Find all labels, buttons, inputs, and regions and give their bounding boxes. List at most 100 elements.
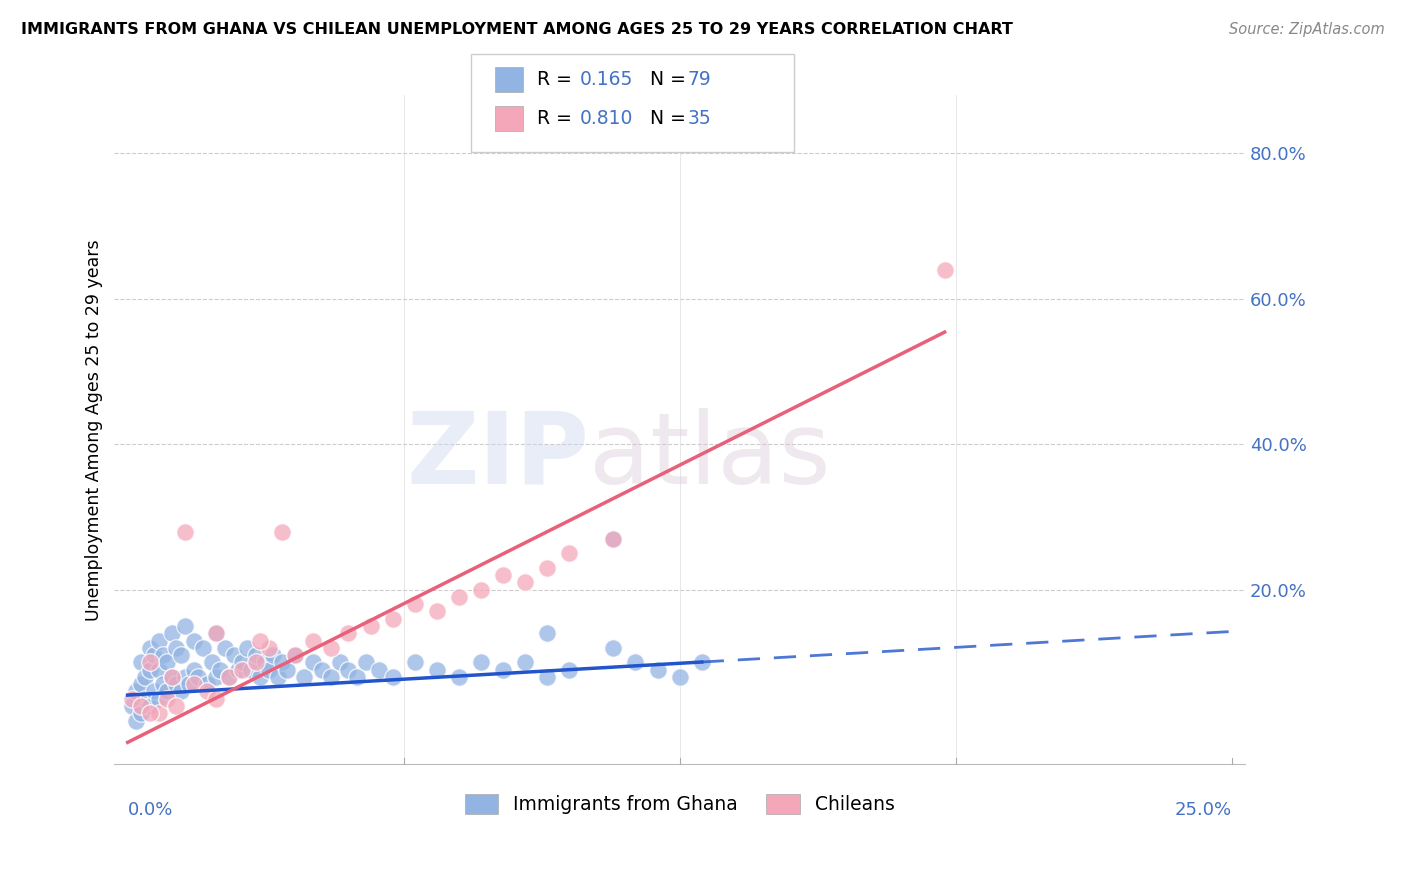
Point [249, 633, 271, 648]
Point [346, 670, 368, 684]
Point [226, 663, 249, 677]
Point [160, 626, 183, 640]
Point [319, 640, 342, 655]
Text: Source: ZipAtlas.com: Source: ZipAtlas.com [1229, 22, 1385, 37]
Point [492, 663, 515, 677]
Point [183, 677, 205, 691]
Text: ZIP: ZIP [406, 408, 589, 505]
Point [360, 619, 382, 633]
Point [262, 648, 284, 662]
Point [647, 663, 669, 677]
Point [311, 663, 333, 677]
Point [470, 582, 492, 597]
Point [292, 670, 315, 684]
Point [121, 691, 143, 706]
Point [284, 648, 307, 662]
Point [152, 648, 174, 662]
Point [447, 670, 470, 684]
Point [302, 656, 325, 670]
Point [129, 698, 152, 713]
Point [139, 706, 162, 721]
Point [257, 640, 280, 655]
Point [602, 532, 624, 546]
Point [558, 546, 581, 560]
Point [602, 640, 624, 655]
Point [174, 670, 197, 684]
Text: IMMIGRANTS FROM GHANA VS CHILEAN UNEMPLOYMENT AMONG AGES 25 TO 29 YEARS CORRELAT: IMMIGRANTS FROM GHANA VS CHILEAN UNEMPLO… [21, 22, 1012, 37]
Point [276, 663, 298, 677]
Point [165, 677, 187, 691]
Point [271, 656, 294, 670]
Point [148, 706, 170, 721]
Point [205, 670, 228, 684]
Point [404, 656, 426, 670]
Point [183, 633, 205, 648]
Point [125, 714, 148, 728]
Point [134, 670, 156, 684]
Point [218, 670, 240, 684]
Text: R =: R = [537, 109, 578, 128]
Text: 0.810: 0.810 [579, 109, 633, 128]
Point [200, 656, 222, 670]
Point [329, 656, 352, 670]
Point [222, 648, 245, 662]
Text: atlas: atlas [589, 408, 831, 505]
Point [381, 670, 404, 684]
Point [513, 575, 536, 590]
Point [536, 626, 558, 640]
Point [205, 626, 228, 640]
Point [148, 691, 170, 706]
Point [183, 663, 205, 677]
Point [240, 663, 263, 677]
Point [174, 619, 197, 633]
Point [381, 612, 404, 626]
Point [245, 648, 267, 662]
Point [236, 640, 259, 655]
Point [134, 691, 156, 706]
Point [536, 561, 558, 575]
Point [253, 656, 276, 670]
Point [492, 568, 515, 582]
Y-axis label: Unemployment Among Ages 25 to 29 years: Unemployment Among Ages 25 to 29 years [86, 239, 103, 621]
Point [337, 663, 360, 677]
Point [284, 648, 307, 662]
Text: 0.0%: 0.0% [128, 801, 173, 819]
Point [302, 633, 325, 648]
Point [165, 640, 187, 655]
Point [160, 670, 183, 684]
Point [624, 656, 647, 670]
Text: 0.165: 0.165 [579, 70, 633, 89]
Point [426, 605, 449, 619]
Point [271, 524, 294, 539]
Point [536, 670, 558, 684]
Point [148, 633, 170, 648]
Point [214, 640, 236, 655]
Point [121, 698, 143, 713]
Point [139, 698, 162, 713]
Point [231, 656, 253, 670]
Point [319, 670, 342, 684]
Text: 25.0%: 25.0% [1174, 801, 1232, 819]
Point [129, 656, 152, 670]
Point [129, 677, 152, 691]
Text: N =: N = [638, 70, 692, 89]
Point [209, 663, 232, 677]
Point [165, 698, 187, 713]
Point [245, 656, 267, 670]
Point [125, 684, 148, 698]
Point [205, 691, 228, 706]
Point [179, 677, 201, 691]
Point [447, 590, 470, 604]
Point [129, 706, 152, 721]
Text: N =: N = [638, 109, 692, 128]
Point [156, 684, 179, 698]
Point [143, 684, 166, 698]
Point [195, 677, 218, 691]
Point [169, 684, 191, 698]
Point [404, 597, 426, 611]
Point [191, 640, 214, 655]
Point [257, 663, 280, 677]
Text: 35: 35 [688, 109, 711, 128]
Point [470, 656, 492, 670]
Point [195, 684, 218, 698]
